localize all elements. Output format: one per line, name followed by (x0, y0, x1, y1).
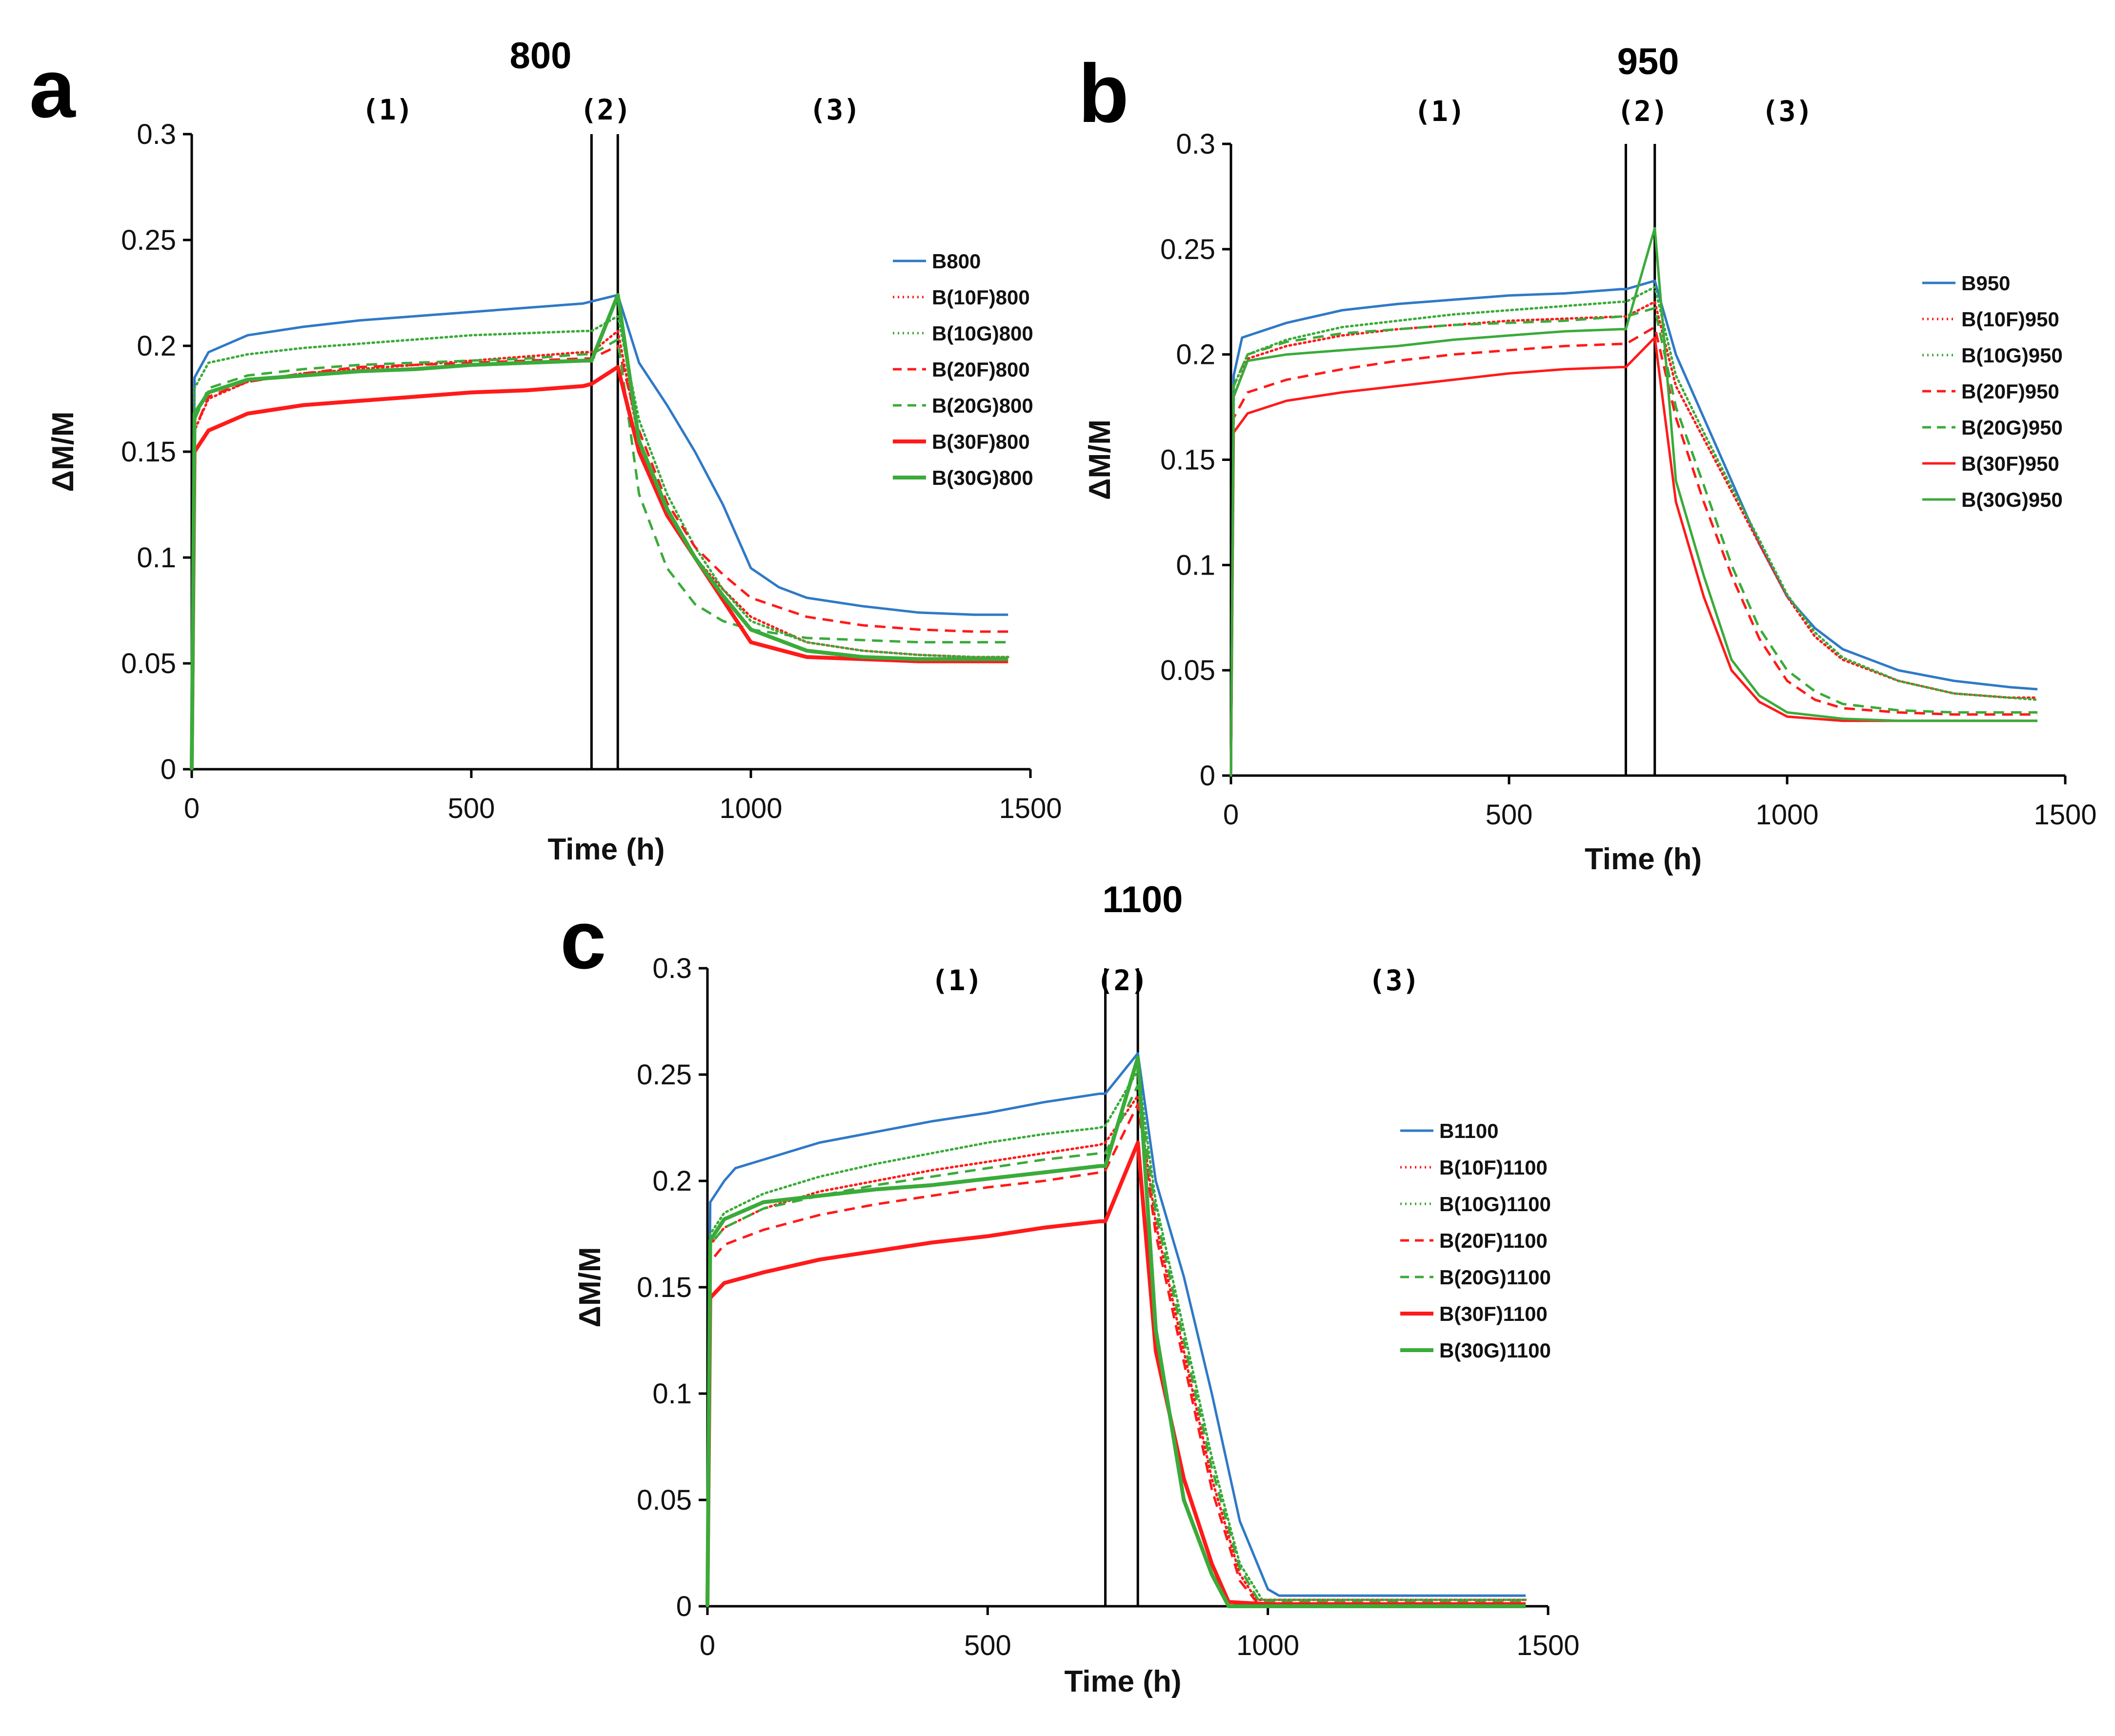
legend-label: B(10F)1100 (1439, 1156, 1548, 1179)
legend-label: B(30F)1100 (1439, 1302, 1548, 1325)
x-tick-label: 1000 (1236, 1630, 1299, 1661)
x-tick-label: 1500 (999, 793, 1062, 824)
series-line-B(20G)1100 (706, 1084, 1526, 1607)
series-line-B1100 (706, 1052, 1526, 1607)
series-line-B(30F)950 (1229, 336, 2037, 776)
x-tick-label: 0 (1223, 799, 1239, 831)
y-tick-label: 0.05 (637, 1484, 692, 1516)
legend-label: B(30F)800 (932, 430, 1030, 453)
series-line-B(30F)1100 (705, 1140, 1526, 1607)
phase-label: (2) (1097, 964, 1148, 997)
legend-label: B(20G)800 (932, 394, 1033, 417)
series-line-B(20F)800 (190, 344, 1008, 770)
legend-label: B1100 (1439, 1119, 1498, 1142)
panel-letter: c (560, 894, 606, 986)
phase-label: (3) (1369, 964, 1420, 997)
series-line-B(20G)950 (1229, 307, 2037, 776)
legend-label: B800 (932, 250, 981, 273)
series-line-B(30F)800 (190, 365, 1008, 770)
phase-label: (2) (580, 93, 631, 126)
y-tick-label: 0.05 (121, 648, 176, 679)
phase-label: (1) (1414, 95, 1465, 128)
y-axis-label: ΔM/M (46, 411, 80, 492)
legend-label: B(20F)800 (932, 358, 1030, 381)
legend-label: B(10G)800 (932, 322, 1033, 345)
chart-title: 1100 (1103, 879, 1183, 920)
y-tick-label: 0.1 (652, 1378, 692, 1410)
series-line-B(30G)800 (190, 293, 1008, 770)
legend-label: B(20G)1100 (1439, 1266, 1551, 1289)
legend-label: B(20G)950 (1961, 416, 2063, 439)
y-tick-label: 0.2 (1176, 339, 1215, 371)
series-line-B(30G)950 (1229, 227, 2037, 776)
y-tick-label: 0.25 (1160, 234, 1215, 265)
y-tick-label: 0 (161, 754, 176, 785)
legend-label: B(30G)800 (932, 466, 1033, 489)
chart-panel-a: a 800 0 0.05 0.1 0.15 0.2 0.25 0.3 0 500 1000 1500 Ti… (29, 35, 1062, 866)
series-line-B(10G)950 (1229, 286, 2039, 777)
x-tick-label: 1000 (719, 793, 782, 824)
x-tick-label: 0 (700, 1630, 715, 1661)
phase-label: (2) (1617, 95, 1668, 128)
y-tick-label: 0 (676, 1591, 692, 1622)
panel-letter: b (1078, 47, 1129, 140)
series-line-B(10F)1100 (706, 1095, 1527, 1608)
panel-letter: a (29, 42, 76, 135)
legend-label: B(10G)950 (1961, 344, 2063, 367)
phase-label: (1) (362, 93, 413, 126)
phase-label: (3) (809, 93, 861, 126)
series-line-B(10F)800 (190, 330, 1009, 771)
chart-panel-b: b 950 0 0.05 0.1 0.15 0.2 0.25 0.3 0 500 1000 1500 Ti… (1078, 41, 2097, 876)
chart-title: 950 (1617, 41, 1679, 82)
x-axis-label: Time (h) (1065, 1665, 1182, 1698)
x-tick-label: 1000 (1755, 799, 1818, 831)
y-tick-label: 0.3 (137, 119, 176, 150)
y-tick-label: 0.15 (121, 436, 176, 468)
x-axis-label: Time (h) (1585, 842, 1702, 876)
series-line-B(20F)950 (1229, 326, 2037, 776)
y-axis-label: ΔM/M (1083, 419, 1117, 500)
series-line-B(10G)1100 (706, 1069, 1527, 1608)
x-tick-label: 500 (1486, 799, 1533, 831)
phase-label: (3) (1762, 95, 1813, 128)
legend-label: B(10G)1100 (1439, 1193, 1551, 1216)
y-tick-label: 0.05 (1160, 655, 1215, 686)
phase-label: (1) (931, 964, 983, 997)
y-tick-label: 0.3 (1176, 128, 1215, 160)
x-tick-label: 1500 (1516, 1630, 1579, 1661)
series-line-B950 (1229, 279, 2038, 776)
legend-label: B(20F)1100 (1439, 1229, 1548, 1252)
x-tick-label: 500 (964, 1630, 1011, 1661)
y-tick-label: 0.25 (121, 224, 176, 256)
y-axis-label: ΔM/M (573, 1247, 607, 1327)
x-tick-label: 1500 (2034, 799, 2096, 831)
series-line-B(10G)800 (190, 315, 1009, 771)
y-tick-label: 0.15 (637, 1272, 692, 1303)
series-line-B(20F)1100 (706, 1103, 1526, 1607)
y-tick-label: 0.1 (1176, 549, 1215, 581)
y-tick-label: 0.25 (637, 1059, 692, 1091)
y-tick-label: 0.2 (652, 1165, 692, 1197)
legend-label: B(10F)800 (932, 286, 1030, 309)
series-line-B(30G)1100 (705, 1056, 1526, 1608)
legend-label: B950 (1961, 272, 2010, 295)
legend-label: B(30G)950 (1961, 488, 2063, 511)
legend-label: B(30G)1100 (1439, 1339, 1551, 1362)
y-tick-label: 0.15 (1160, 444, 1215, 476)
series-line-B800 (190, 294, 1008, 770)
legend-label: B(10F)950 (1961, 308, 2059, 331)
chart-panel-c: c 1100 0 0.05 0.1 0.15 0.2 0.25 0.3 0 500 1000 1500 T… (560, 879, 1580, 1698)
series-line-B(10F)950 (1229, 300, 2039, 777)
y-tick-label: 0.2 (137, 330, 176, 362)
legend-label: B(30F)950 (1961, 452, 2059, 475)
y-tick-label: 0.3 (652, 953, 692, 984)
legend-label: B(20F)950 (1961, 380, 2059, 403)
y-tick-label: 0.1 (137, 542, 176, 574)
chart-title: 800 (510, 35, 572, 77)
x-tick-label: 500 (448, 793, 495, 824)
x-axis-label: Time (h) (548, 833, 665, 866)
y-tick-label: 0 (1200, 760, 1215, 792)
x-tick-label: 0 (184, 793, 200, 824)
